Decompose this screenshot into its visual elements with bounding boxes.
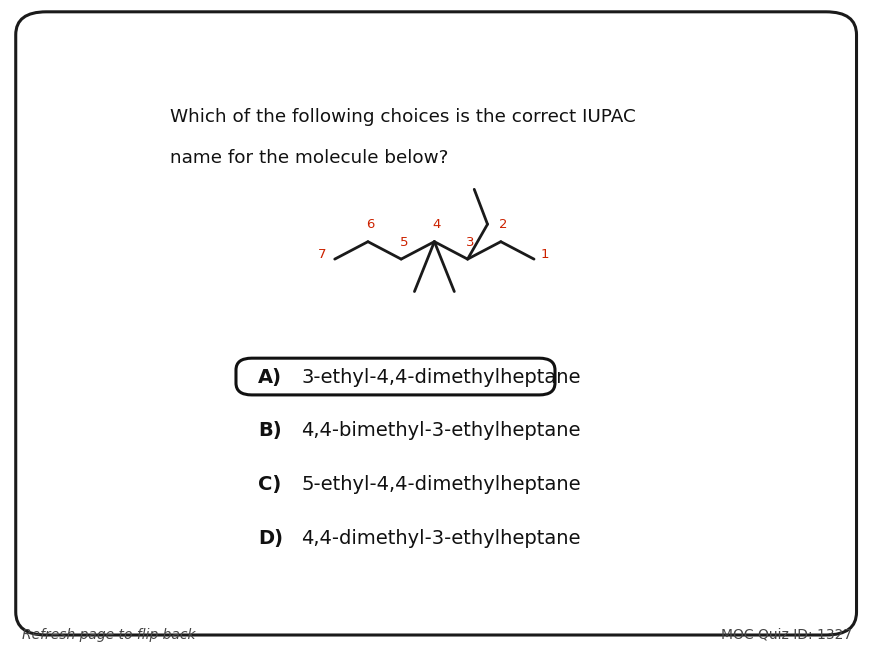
- Text: 4: 4: [433, 218, 441, 231]
- Text: A): A): [258, 368, 281, 386]
- Text: 7: 7: [318, 248, 327, 261]
- Text: name for the molecule below?: name for the molecule below?: [170, 149, 449, 167]
- Text: Which of the following choices is the correct IUPAC: Which of the following choices is the co…: [170, 108, 636, 126]
- Text: 3: 3: [466, 236, 475, 249]
- Text: 5-ethyl-4,4-dimethylheptane: 5-ethyl-4,4-dimethylheptane: [302, 476, 581, 494]
- FancyBboxPatch shape: [16, 12, 857, 635]
- Text: D): D): [258, 529, 283, 548]
- Text: 4,4-dimethyl-3-ethylheptane: 4,4-dimethyl-3-ethylheptane: [302, 529, 581, 548]
- Text: B): B): [258, 422, 281, 440]
- FancyBboxPatch shape: [236, 358, 555, 395]
- Text: 5: 5: [399, 236, 408, 249]
- Text: 3-ethyl-4,4-dimethylheptane: 3-ethyl-4,4-dimethylheptane: [302, 368, 581, 386]
- Text: 6: 6: [366, 218, 375, 231]
- Text: C): C): [258, 476, 281, 494]
- Text: 4,4-bimethyl-3-ethylheptane: 4,4-bimethyl-3-ethylheptane: [302, 422, 581, 440]
- Text: 1: 1: [540, 248, 549, 261]
- Text: MOC Quiz ID: 1327: MOC Quiz ID: 1327: [721, 628, 852, 642]
- Text: Refresh page to flip back: Refresh page to flip back: [22, 628, 196, 642]
- Text: 2: 2: [499, 218, 508, 231]
